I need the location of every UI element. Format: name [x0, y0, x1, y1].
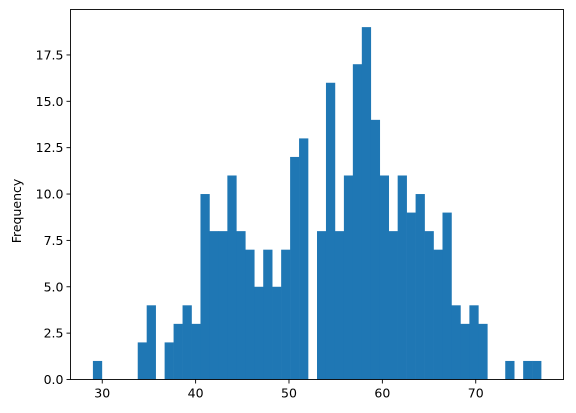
histogram-bar [254, 286, 264, 380]
y-tick-label: 0.0 [44, 372, 64, 387]
histogram-bar [218, 231, 228, 380]
y-tick-label: 17.5 [36, 47, 64, 62]
histogram-bar [245, 249, 255, 380]
histogram-bar [442, 212, 452, 380]
histogram-bar [388, 231, 398, 380]
histogram-bar [299, 138, 309, 380]
histogram-bar [451, 305, 461, 380]
histogram-bar [424, 231, 434, 380]
histogram-bar [164, 342, 174, 380]
histogram-bar [263, 249, 273, 380]
histogram-bar [290, 156, 300, 380]
histogram-bar [460, 323, 470, 380]
x-tick-label: 40 [188, 386, 204, 401]
x-tick-label: 60 [374, 386, 390, 401]
histogram-bar [352, 64, 363, 380]
histogram-bar [236, 231, 246, 380]
x-axis-ticks: 30 40 50 60 70 [94, 379, 484, 401]
histogram-bar [209, 231, 219, 380]
histogram-bar [478, 323, 488, 380]
histogram-bar [370, 119, 381, 380]
histogram-bar [146, 305, 156, 380]
histogram-bar [137, 342, 147, 380]
y-tick-label: 7.5 [44, 233, 64, 248]
histogram-bar [406, 212, 416, 380]
histogram-bar [200, 194, 210, 380]
histogram-bar [361, 27, 372, 380]
histogram-bar [227, 175, 237, 380]
histogram-bar [415, 194, 425, 380]
histogram-bar [272, 286, 282, 380]
histogram-bar [379, 175, 390, 380]
histogram-bar [191, 323, 201, 380]
y-tick-label: 12.5 [36, 140, 64, 155]
x-tick-label: 70 [468, 386, 484, 401]
histogram-bar [317, 231, 327, 380]
histogram-bar [281, 249, 291, 380]
y-tick-label: 2.5 [44, 326, 64, 341]
histogram-bar [397, 175, 407, 380]
plot-frame [70, 9, 564, 380]
histogram-bar [532, 360, 542, 380]
histogram-bar [469, 305, 479, 380]
x-tick-label: 30 [94, 386, 110, 401]
histogram-bar [92, 360, 103, 380]
histogram-bar [523, 360, 533, 380]
y-axis-title: Frequency [9, 178, 24, 243]
histogram-bar [505, 360, 515, 380]
y-tick-label: 15.0 [36, 94, 64, 109]
histogram-bar [343, 175, 354, 380]
bars-group [92, 27, 542, 380]
histogram-bar [334, 231, 345, 380]
histogram-bar [433, 249, 443, 380]
y-axis-ticks: 0.0 2.5 5.0 7.5 10.0 12.5 15.0 17.5 [36, 47, 71, 387]
histogram-bar [173, 323, 183, 380]
histogram-bar [182, 305, 192, 380]
y-tick-label: 5.0 [44, 279, 64, 294]
histogram-bar [325, 82, 336, 380]
y-tick-label: 10.0 [36, 187, 64, 202]
x-tick-label: 50 [281, 386, 297, 401]
